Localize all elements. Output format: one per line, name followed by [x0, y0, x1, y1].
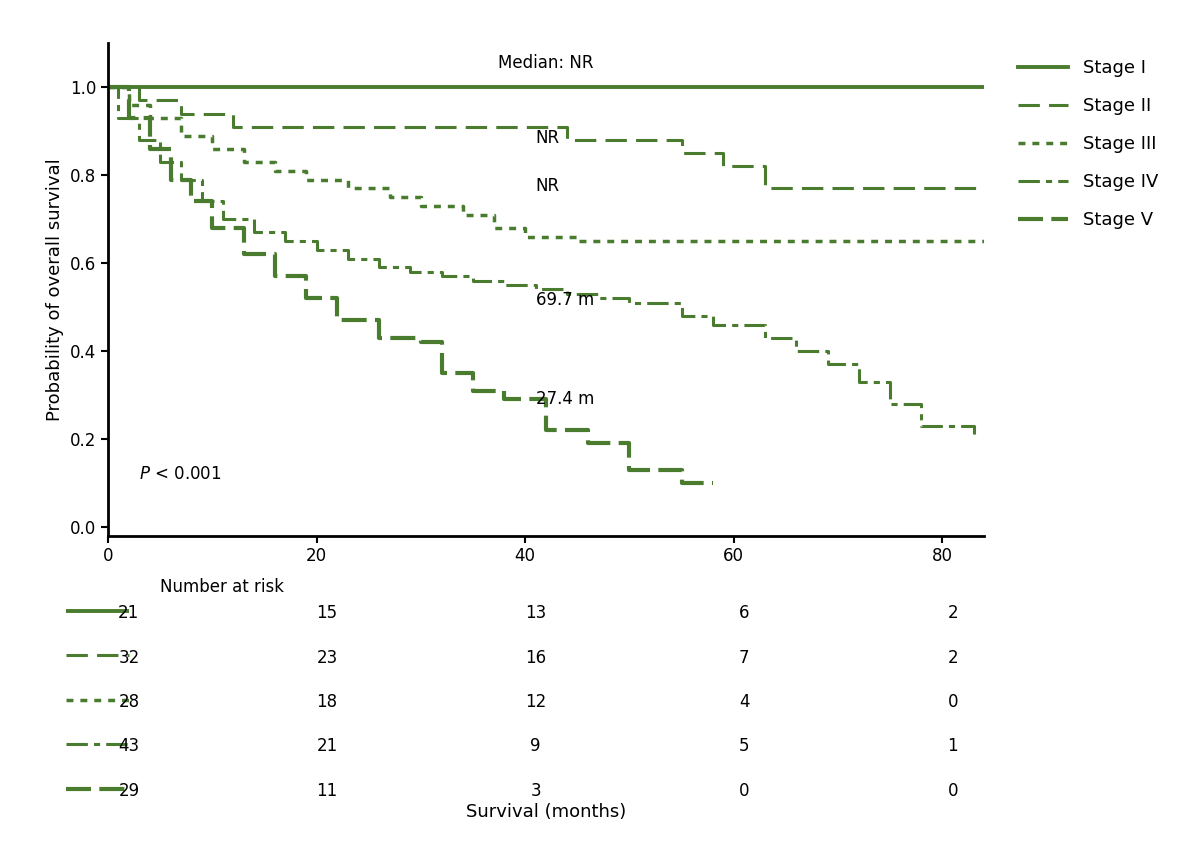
- Text: 27.4 m: 27.4 m: [535, 391, 594, 409]
- Text: 32: 32: [119, 649, 139, 666]
- Text: 43: 43: [119, 737, 139, 755]
- Text: 2: 2: [948, 649, 958, 666]
- Text: 69.7 m: 69.7 m: [535, 291, 594, 309]
- Text: 1: 1: [948, 737, 958, 755]
- Legend: Stage I, Stage II, Stage III, Stage IV, Stage V: Stage I, Stage II, Stage III, Stage IV, …: [1010, 52, 1165, 236]
- Text: 0: 0: [948, 782, 958, 800]
- Text: 16: 16: [526, 649, 546, 666]
- Text: 5: 5: [739, 737, 749, 755]
- Text: 12: 12: [524, 693, 546, 711]
- Text: 21: 21: [119, 604, 139, 622]
- Text: 11: 11: [317, 782, 337, 800]
- Text: NR: NR: [535, 177, 559, 195]
- Text: 3: 3: [530, 782, 541, 800]
- Text: 2: 2: [948, 604, 958, 622]
- Text: Number at risk: Number at risk: [160, 578, 284, 595]
- Text: 6: 6: [739, 604, 749, 622]
- Text: Survival (months): Survival (months): [466, 803, 626, 821]
- Text: 4: 4: [739, 693, 749, 711]
- Text: NR: NR: [535, 129, 559, 147]
- Text: 13: 13: [524, 604, 546, 622]
- Text: 7: 7: [739, 649, 749, 666]
- Text: 23: 23: [317, 649, 337, 666]
- Text: 15: 15: [317, 604, 337, 622]
- Text: 21: 21: [317, 737, 337, 755]
- Text: 9: 9: [530, 737, 541, 755]
- Text: $\mathit{P}$ < 0.001: $\mathit{P}$ < 0.001: [139, 465, 222, 483]
- Text: Median: NR: Median: NR: [498, 54, 594, 72]
- Text: 0: 0: [739, 782, 749, 800]
- Text: 29: 29: [119, 782, 139, 800]
- Text: 28: 28: [119, 693, 139, 711]
- Text: 18: 18: [317, 693, 337, 711]
- Y-axis label: Probability of overall survival: Probability of overall survival: [47, 158, 65, 421]
- Text: 0: 0: [948, 693, 958, 711]
